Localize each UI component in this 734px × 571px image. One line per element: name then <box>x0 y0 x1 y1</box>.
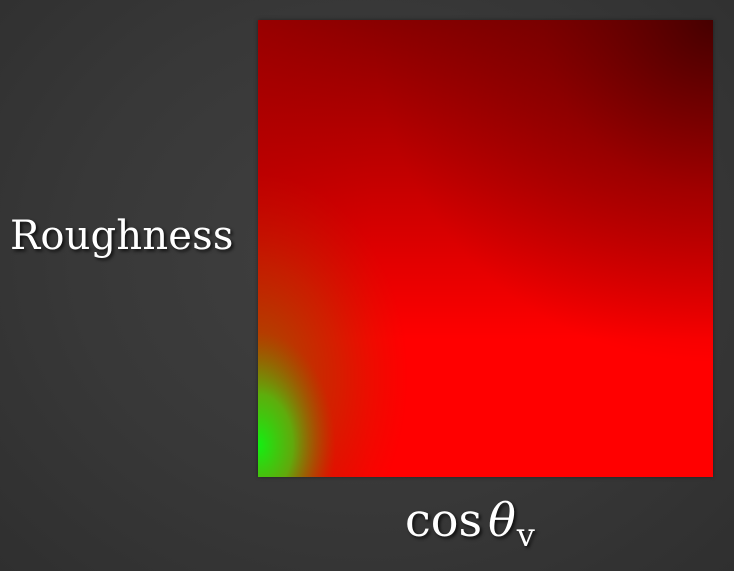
brdf-lut-gradient <box>258 20 713 477</box>
x-axis-subscript: v <box>516 516 535 554</box>
x-axis-function: cos <box>405 493 483 547</box>
brdf-lut-image <box>258 20 713 477</box>
x-axis-symbol: θ <box>488 493 516 547</box>
roughness-axis-label: Roughness <box>10 213 234 259</box>
cos-theta-v-axis-label: cos θv <box>405 490 535 565</box>
